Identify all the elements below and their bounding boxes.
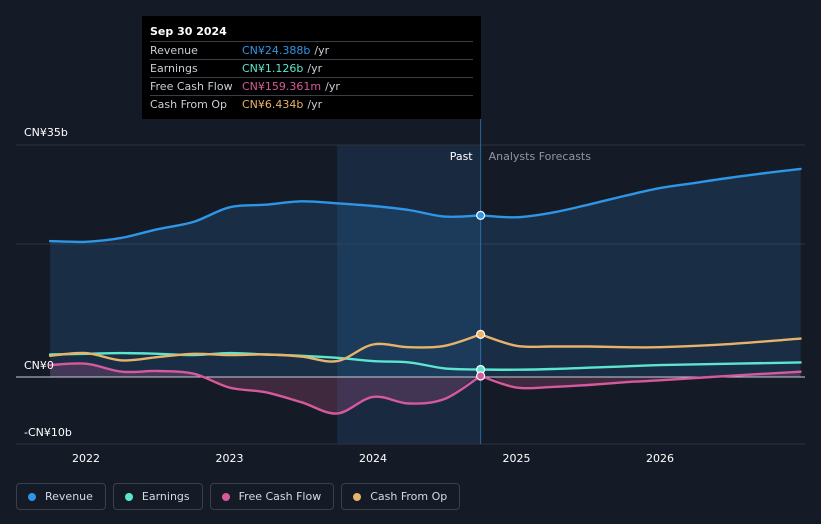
y-tick-label: -CN¥10b — [24, 426, 72, 439]
tooltip-row-cash-from-op: Cash From Op CN¥6.434b /yr — [150, 95, 473, 113]
hover-markers — [476, 210, 486, 381]
past-label: Past — [450, 150, 474, 163]
legend-dot-icon — [28, 492, 36, 501]
legend-dot-icon — [124, 492, 133, 501]
legend-label: Earnings — [141, 490, 190, 503]
legend-label: Revenue — [45, 490, 93, 503]
x-tick-label: 2022 — [72, 452, 100, 465]
x-tick-label: 2025 — [503, 452, 531, 465]
tooltip-label: Free Cash Flow — [150, 80, 233, 93]
tooltip-label: Earnings — [150, 62, 198, 75]
legend-item-free-cash-flow[interactable]: Free Cash Flow — [209, 483, 335, 510]
tooltip-label: Cash From Op — [150, 98, 228, 111]
tooltip-label: Revenue — [150, 44, 198, 57]
area-revenue — [50, 168, 801, 377]
y-tick-label: CN¥0 — [24, 359, 54, 372]
hover-tooltip: Sep 30 2024 Revenue CN¥24.388b /yr Earni… — [142, 16, 481, 119]
marker-cash-from-op — [476, 329, 486, 339]
area-free-cash-flow — [50, 363, 801, 414]
marker-revenue — [476, 210, 486, 220]
line-free-cash-flow-past — [48, 362, 482, 415]
legend-label: Cash From Op — [370, 490, 448, 503]
tooltip-row-earnings: Earnings CN¥1.126b /yr — [150, 59, 473, 77]
line-cash-from-op-forecast — [479, 333, 802, 349]
x-tick-label: 2026 — [646, 452, 674, 465]
x-tick-label: 2023 — [216, 452, 244, 465]
marker-free-cash-flow — [476, 371, 486, 381]
gridlines — [16, 144, 805, 445]
tooltip-date: Sep 30 2024 — [150, 25, 227, 38]
legend-dot-icon — [353, 492, 362, 501]
chart-legend: Revenue Earnings Free Cash Flow Cash Fro… — [16, 483, 461, 510]
forecast-highlight-band — [337, 145, 481, 444]
legend-dot-icon — [221, 492, 230, 501]
forecasts-label: Analysts Forecasts — [489, 150, 592, 163]
series-lines — [48, 167, 802, 415]
tooltip-unit: /yr — [307, 98, 323, 111]
tooltip-value: CN¥159.361m — [242, 80, 322, 93]
tooltip-value: CN¥1.126b — [242, 62, 304, 75]
line-cash-from-op-past — [48, 333, 482, 363]
legend-item-earnings[interactable]: Earnings — [112, 483, 203, 510]
y-tick-label: CN¥35b — [24, 126, 68, 139]
y-axis-labels: CN¥35b CN¥0 -CN¥10b — [24, 126, 72, 439]
x-tick-label: 2024 — [359, 452, 387, 465]
legend-item-cash-from-op[interactable]: Cash From Op — [341, 483, 461, 510]
line-revenue-forecast — [479, 167, 802, 219]
tooltip-unit: /yr — [307, 62, 323, 75]
tooltip-row-revenue: Revenue CN¥24.388b /yr — [150, 41, 473, 59]
legend-item-revenue[interactable]: Revenue — [16, 483, 106, 510]
tooltip-value: CN¥24.388b — [242, 44, 311, 57]
tooltip-row-free-cash-flow: Free Cash Flow CN¥159.361m /yr — [150, 77, 473, 95]
tooltip-unit: /yr — [325, 80, 340, 93]
legend-label: Free Cash Flow — [238, 490, 322, 503]
line-revenue-past — [48, 200, 482, 244]
line-earnings-forecast — [479, 361, 802, 371]
tooltip-unit: /yr — [314, 44, 330, 57]
line-free-cash-flow-forecast — [479, 370, 802, 390]
tooltip-value: CN¥6.434b — [242, 98, 304, 111]
x-axis-labels: 2022 2023 2024 2025 2026 — [72, 452, 674, 465]
series-areas — [50, 168, 801, 414]
